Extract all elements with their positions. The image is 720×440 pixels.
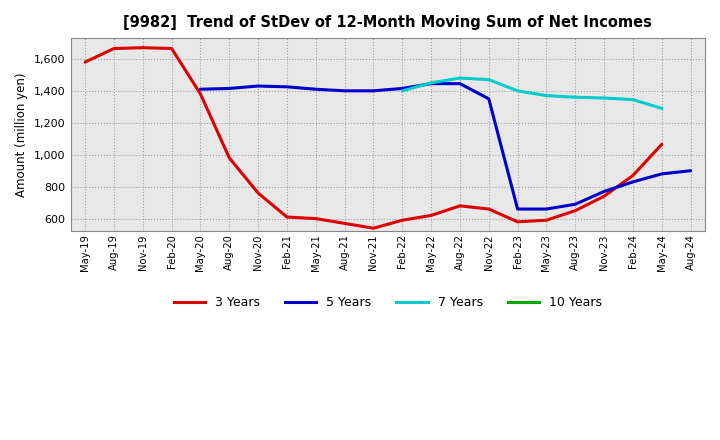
Legend: 3 Years, 5 Years, 7 Years, 10 Years: 3 Years, 5 Years, 7 Years, 10 Years — [168, 291, 607, 314]
Y-axis label: Amount (million yen): Amount (million yen) — [15, 73, 28, 197]
Title: [9982]  Trend of StDev of 12-Month Moving Sum of Net Incomes: [9982] Trend of StDev of 12-Month Moving… — [123, 15, 652, 30]
